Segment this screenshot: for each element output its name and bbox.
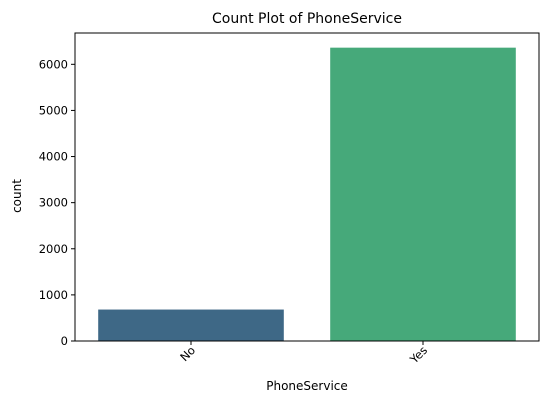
y-tick-label: 3000 <box>39 196 68 210</box>
bar-group <box>98 47 516 342</box>
bar-yes <box>330 47 516 342</box>
y-tick-label: 6000 <box>39 57 68 71</box>
chart-title: Count Plot of PhoneService <box>212 11 402 27</box>
x-tick-label: Yes <box>406 343 430 367</box>
plot-frame <box>74 32 540 342</box>
y-tick-label: 0 <box>61 334 68 348</box>
x-axis-label: PhoneService <box>266 379 348 393</box>
x-tick-label: No <box>177 343 198 364</box>
y-tick-label: 5000 <box>39 103 68 117</box>
bar-no <box>98 309 284 341</box>
y-axis-ticks: 0 1000 2000 3000 4000 5000 6000 <box>39 57 75 348</box>
y-axis-label: count <box>10 179 24 213</box>
y-tick-label: 1000 <box>39 288 68 302</box>
y-tick-label: 2000 <box>39 242 68 256</box>
x-axis-ticks: No Yes <box>177 341 430 367</box>
y-tick-label: 4000 <box>39 150 68 164</box>
